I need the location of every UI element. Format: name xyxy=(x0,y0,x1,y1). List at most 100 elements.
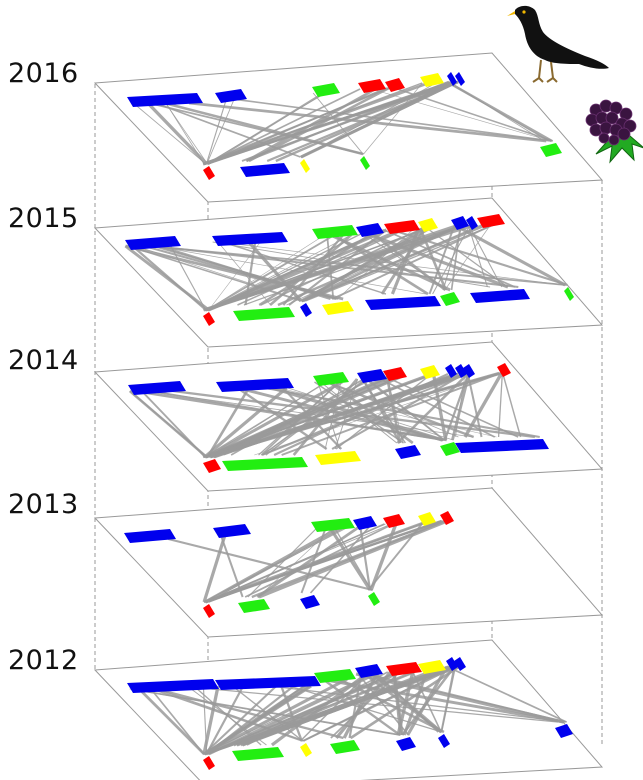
interaction-edge xyxy=(170,245,207,311)
plant-node xyxy=(300,743,312,757)
plant-node xyxy=(396,737,416,751)
interaction-edge xyxy=(202,533,227,603)
interaction-edge xyxy=(205,685,245,755)
interaction-edge xyxy=(305,223,497,302)
interaction-edge xyxy=(207,232,364,311)
plant-node xyxy=(233,307,295,321)
interaction-edge xyxy=(165,102,208,165)
interaction-edge xyxy=(148,102,364,155)
bird-node xyxy=(384,220,420,234)
layer-plane xyxy=(93,639,604,780)
bird-node xyxy=(385,78,405,92)
bird-node xyxy=(454,657,466,671)
bird-node xyxy=(312,225,358,239)
interaction-edge xyxy=(203,519,442,604)
interaction-edge xyxy=(331,223,496,300)
interaction-edge xyxy=(251,519,446,599)
bird-node xyxy=(386,662,422,676)
bird-node xyxy=(216,378,294,392)
interaction-edge xyxy=(301,224,460,303)
interaction-edge xyxy=(206,82,423,165)
interaction-edge xyxy=(446,81,550,142)
bird-node xyxy=(313,372,349,386)
interaction-edge xyxy=(247,240,303,303)
bird-node xyxy=(383,367,407,381)
blackberry-icon xyxy=(585,99,643,164)
plant-node xyxy=(315,451,361,465)
bird-node xyxy=(213,524,251,538)
bird-node xyxy=(445,364,457,378)
interaction-edge xyxy=(236,387,328,450)
interaction-edge xyxy=(363,672,443,734)
bird-node xyxy=(455,364,467,378)
interaction-edge xyxy=(441,666,457,733)
interaction-edge xyxy=(262,378,368,456)
bird-node xyxy=(418,512,436,526)
interaction-edge xyxy=(326,234,335,300)
year-label-2013: 2013 xyxy=(8,489,79,520)
plant-node xyxy=(330,740,360,754)
interaction-edge xyxy=(428,225,456,295)
bird-node xyxy=(127,679,219,693)
interaction-edge xyxy=(329,233,451,292)
bird-node xyxy=(420,73,444,87)
interaction-edge xyxy=(207,374,432,458)
interaction-edge xyxy=(203,386,288,459)
bird-node xyxy=(383,514,405,528)
interaction-edge xyxy=(206,685,295,755)
interaction-edge xyxy=(202,688,208,755)
bird-node xyxy=(497,363,511,377)
bird-node xyxy=(477,214,505,228)
plant-node xyxy=(440,442,460,456)
interaction-edges xyxy=(129,665,567,756)
network-layer-2013 xyxy=(93,487,604,638)
interaction-edge xyxy=(497,372,504,438)
interaction-edge xyxy=(205,523,386,603)
interaction-edge xyxy=(443,373,470,441)
interaction-edge xyxy=(366,378,445,441)
interaction-edge xyxy=(361,378,402,444)
interaction-edge xyxy=(241,81,457,162)
interaction-edge xyxy=(261,373,459,456)
interaction-edge xyxy=(288,229,387,306)
interaction-edge xyxy=(146,101,208,166)
year-label-2015: 2015 xyxy=(8,203,79,234)
bird-node xyxy=(440,511,454,525)
interaction-edge xyxy=(342,673,379,739)
plant-node xyxy=(368,592,380,606)
interaction-edges xyxy=(128,371,540,459)
plant-node xyxy=(470,289,530,303)
bird-node xyxy=(451,216,469,230)
interaction-edge xyxy=(302,666,456,742)
interaction-edge xyxy=(172,389,536,439)
plant-node xyxy=(222,457,308,471)
bird-node xyxy=(420,365,440,379)
bird-node xyxy=(311,518,355,532)
year-label-2016: 2016 xyxy=(8,58,79,89)
plant-node xyxy=(203,312,215,326)
interaction-edge xyxy=(247,527,318,598)
interaction-edges xyxy=(124,222,568,312)
interaction-edge xyxy=(204,372,500,458)
bird-node xyxy=(466,216,478,230)
interaction-edge xyxy=(282,387,343,450)
interaction-edge xyxy=(359,525,372,591)
plant-node xyxy=(438,734,450,748)
interaction-edge xyxy=(207,81,450,165)
plant-node xyxy=(232,747,284,761)
interaction-edge xyxy=(143,244,337,301)
bird-node xyxy=(463,364,475,378)
plant-node xyxy=(395,445,421,459)
bird-node xyxy=(357,369,387,383)
bird-node xyxy=(418,660,446,674)
interaction-edge xyxy=(302,226,426,303)
interaction-edge xyxy=(131,688,401,736)
year-label-2012: 2012 xyxy=(8,645,79,676)
interaction-edge xyxy=(312,92,364,155)
interaction-edge xyxy=(206,228,388,312)
bird-node xyxy=(125,236,181,250)
year-label-2014: 2014 xyxy=(8,345,79,376)
plant-node xyxy=(300,595,320,609)
interaction-edge xyxy=(129,390,208,458)
